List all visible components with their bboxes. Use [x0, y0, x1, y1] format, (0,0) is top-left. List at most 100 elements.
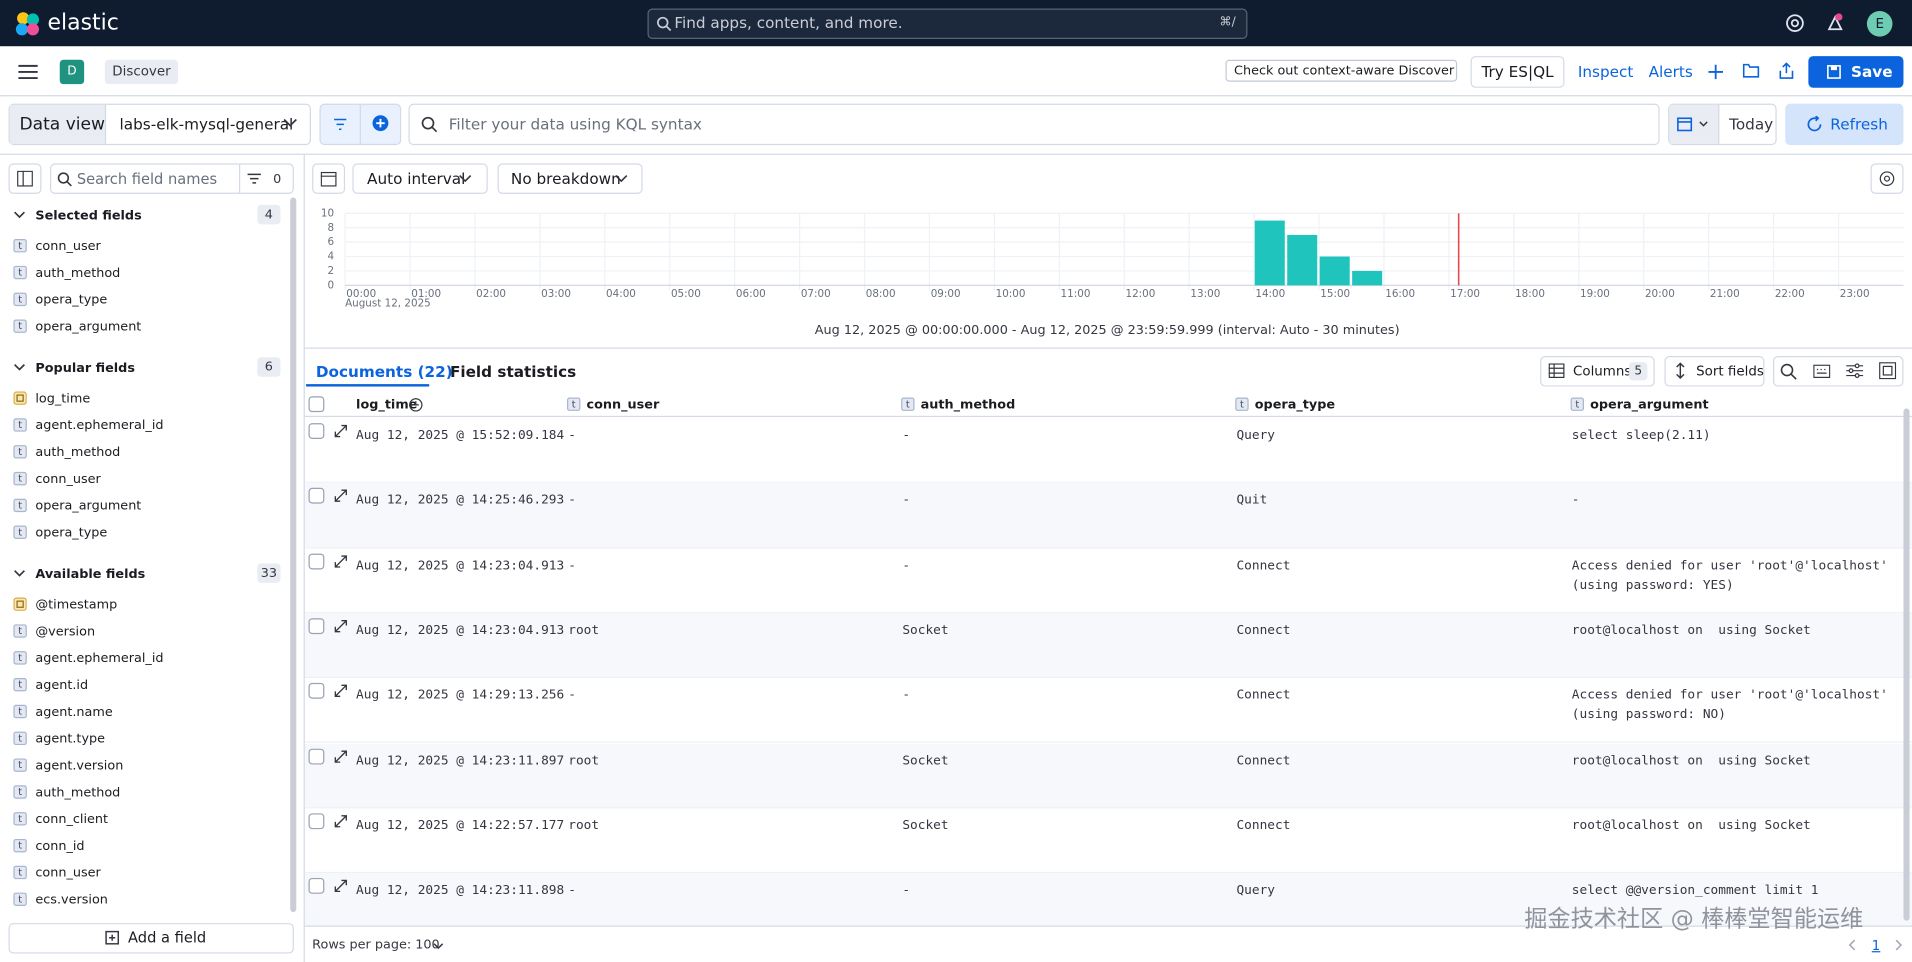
x-tick-label: 15:00	[1320, 288, 1350, 300]
field-name[interactable]: @timestamp	[35, 597, 118, 613]
table-cell: -	[1571, 492, 1580, 508]
refresh-button[interactable]	[1785, 103, 1904, 146]
expand-icon[interactable]	[334, 554, 347, 568]
open-icon[interactable]	[1742, 63, 1760, 78]
alerts-link[interactable]: Alerts	[1648, 62, 1693, 81]
expand-glyph	[334, 489, 347, 503]
keyboard-icon[interactable]	[1813, 364, 1831, 379]
x-tick-label: 01:00	[411, 288, 441, 300]
field-name[interactable]: agent.ephemeral_id	[35, 418, 164, 433]
inspect-link[interactable]: Inspect	[1577, 62, 1634, 81]
field-name[interactable]: conn_client	[35, 812, 109, 827]
scrollbar[interactable]	[290, 197, 297, 913]
header-row	[304, 391, 1912, 418]
field-name[interactable]: log_time	[35, 391, 91, 407]
section-chevron[interactable]	[13, 569, 25, 578]
row-checkbox[interactable]	[308, 813, 325, 829]
field-name[interactable]: ecs.version	[35, 892, 108, 908]
prev-page-icon[interactable]	[1847, 939, 1857, 951]
row-checkbox[interactable]	[308, 423, 325, 439]
type-icon: t	[13, 418, 27, 432]
table-cell: Socket	[902, 622, 949, 638]
sort-button[interactable]	[1664, 356, 1765, 387]
expand-icon[interactable]	[334, 424, 347, 438]
row-checkbox[interactable]	[308, 396, 325, 413]
help-icon[interactable]	[1785, 13, 1805, 33]
add-field-button[interactable]	[8, 923, 294, 954]
field-name[interactable]: auth_method	[35, 785, 121, 800]
field-statistics-tab[interactable]: Field statistics	[449, 362, 577, 381]
logo-text[interactable]: elastic	[47, 9, 119, 36]
field-name[interactable]: conn_id	[35, 838, 85, 854]
add-filter-icon[interactable]	[372, 115, 389, 132]
date-field-icon	[13, 597, 27, 611]
logo-icon[interactable]	[15, 11, 42, 38]
field-name[interactable]: agent.type	[35, 731, 106, 747]
share-icon[interactable]	[1779, 62, 1794, 79]
row-checkbox[interactable]	[308, 553, 325, 569]
context-aware-badge[interactable]	[1225, 59, 1458, 82]
row-checkbox[interactable]	[308, 878, 325, 894]
field-name[interactable]: auth_method	[35, 445, 121, 460]
expand-icon[interactable]	[334, 814, 347, 828]
grid-scrollbar[interactable]	[1903, 408, 1910, 921]
display-settings-icon[interactable]	[1846, 363, 1864, 379]
chart-options[interactable]	[1870, 163, 1904, 194]
row-checkbox[interactable]	[308, 618, 325, 634]
filter-menu-icon[interactable]	[333, 118, 348, 131]
rows-per-page[interactable]: Rows per page: 100	[312, 937, 440, 953]
page-number[interactable]: 1	[1871, 937, 1881, 954]
x-tick-label: 22:00	[1775, 288, 1805, 300]
bar	[1319, 256, 1350, 286]
field-name[interactable]: opera_type	[35, 292, 108, 308]
field-name[interactable]: conn_user	[35, 865, 101, 881]
row-checkbox[interactable]	[308, 683, 325, 699]
sidebar-toggle[interactable]	[8, 163, 42, 194]
section-chevron[interactable]	[13, 363, 25, 372]
row-checkbox[interactable]	[308, 748, 325, 764]
try-esql-button[interactable]: Try ES|QL	[1470, 56, 1565, 88]
x-tick-label: 03:00	[541, 288, 571, 300]
expand-icon[interactable]	[334, 489, 347, 503]
type-icon: t	[13, 445, 27, 459]
save-button[interactable]	[1808, 56, 1904, 88]
section-chevron[interactable]	[13, 211, 25, 220]
field-name[interactable]: opera_type	[35, 525, 108, 541]
field-name[interactable]: opera_argument	[35, 319, 142, 335]
news-icon[interactable]	[1825, 12, 1845, 34]
field-name[interactable]: agent.id	[35, 677, 89, 693]
next-page-icon[interactable]	[1894, 939, 1904, 951]
app-badge[interactable]: D	[59, 59, 85, 85]
interval-select[interactable]	[352, 163, 488, 194]
new-icon[interactable]	[1708, 64, 1723, 80]
kql-input[interactable]	[408, 103, 1660, 146]
field-name[interactable]: agent.ephemeral_id	[35, 651, 164, 666]
field-name[interactable]: agent.version	[35, 758, 124, 774]
menu-icon[interactable]	[18, 64, 38, 80]
expand-icon[interactable]	[334, 684, 347, 698]
expand-icon[interactable]	[334, 879, 347, 893]
field-name[interactable]: @version	[35, 624, 96, 639]
chart-toggle[interactable]	[312, 163, 346, 194]
grid-search-icon[interactable]	[1780, 363, 1797, 380]
breadcrumb[interactable]: Discover	[104, 59, 179, 85]
expand-icon[interactable]	[334, 619, 347, 633]
row-checkbox[interactable]	[308, 488, 325, 504]
avatar[interactable]	[1866, 10, 1893, 37]
field-name[interactable]: opera_argument	[35, 498, 142, 514]
field-filter-icon[interactable]	[247, 173, 261, 184]
field-name[interactable]: agent.name	[35, 704, 113, 720]
field-name[interactable]: auth_method	[35, 265, 121, 281]
save-icon	[1827, 65, 1841, 79]
global-search[interactable]	[647, 8, 1248, 40]
field-name[interactable]: conn_user	[35, 239, 101, 254]
data-view-prepend	[9, 104, 107, 144]
fullscreen-icon[interactable]	[1879, 362, 1897, 380]
expand-icon[interactable]	[334, 749, 347, 763]
type-icon: t	[1235, 397, 1249, 411]
documents-tab[interactable]: Documents (22)	[315, 362, 453, 381]
field-name[interactable]: conn_user	[35, 471, 101, 487]
x-tick-label: 16:00	[1385, 288, 1415, 300]
bar	[1287, 234, 1318, 286]
